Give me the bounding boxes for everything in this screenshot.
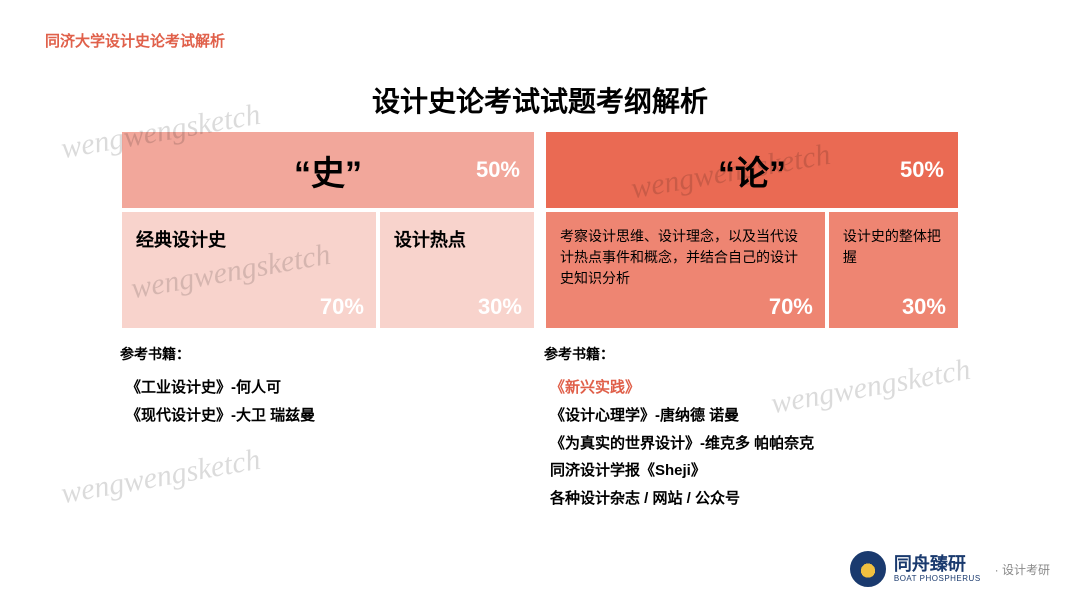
breadcrumb-text: 同济大学设计史论考试解析 — [45, 33, 225, 50]
ref-item: 《新兴实践》 — [550, 374, 960, 402]
ref-item: 同济设计学报《Sheji》 — [550, 457, 960, 485]
ref-item: 《现代设计史》-大卫 瑞兹曼 — [126, 402, 536, 430]
footer-brand-main: 同舟臻研 — [894, 555, 981, 573]
right-header-pct: 50% — [900, 157, 944, 183]
left-ref-title: 参考书籍： — [120, 344, 536, 364]
page-title: 设计史论考试试题考纲解析 — [0, 80, 1080, 120]
left-header: “史” 50% — [120, 130, 536, 210]
breadcrumb: 同济大学设计史论考试解析 — [45, 30, 225, 51]
right-ref-block: 参考书籍： 《新兴实践》《设计心理学》-唐纳德 诺曼《为真实的世界设计》-维克多… — [544, 344, 960, 513]
left-ref-list: 《工业设计史》-何人可《现代设计史》-大卫 瑞兹曼 — [126, 374, 536, 430]
cell-pct: 30% — [902, 294, 946, 320]
left-ref-block: 参考书籍： 《工业设计史》-何人可《现代设计史》-大卫 瑞兹曼 — [120, 344, 536, 430]
right-ref-list: 《新兴实践》《设计心理学》-唐纳德 诺曼《为真实的世界设计》-维克多 帕帕奈克同… — [550, 374, 960, 513]
right-cell: 考察设计思维、设计理念，以及当代设计热点事件和概念，并结合自己的设计史知识分析 7… — [544, 210, 827, 330]
right-column: “论” 50% 考察设计思维、设计理念，以及当代设计热点事件和概念，并结合自己的… — [544, 130, 960, 513]
left-cell: 设计热点 30% — [378, 210, 536, 330]
footer: 同舟臻研 BOAT PHOSPHERUS · 设计考研 — [850, 551, 1050, 587]
left-cell: 经典设计史 70% — [120, 210, 378, 330]
left-header-label: “史” — [294, 146, 362, 195]
cell-desc: 设计史的整体把握 — [843, 226, 944, 268]
ref-item: 《为真实的世界设计》-维克多 帕帕奈克 — [550, 430, 960, 458]
left-header-pct: 50% — [476, 157, 520, 183]
left-column: “史” 50% 经典设计史 70% 设计热点 30% 参考书籍： 《工业设计史》-何人… — [120, 130, 536, 513]
right-ref-title: 参考书籍： — [544, 344, 960, 364]
footer-brand-sub: BOAT PHOSPHERUS — [894, 575, 981, 583]
cell-pct: 30% — [478, 294, 522, 320]
footer-brand: 同舟臻研 BOAT PHOSPHERUS — [894, 555, 981, 583]
cell-pct: 70% — [320, 294, 364, 320]
cell-label: 经典设计史 — [136, 226, 362, 252]
columns-container: “史” 50% 经典设计史 70% 设计热点 30% 参考书籍： 《工业设计史》-何人… — [120, 130, 960, 513]
cell-pct: 70% — [769, 294, 813, 320]
right-header-label: “论” — [718, 146, 786, 195]
footer-logo-icon — [850, 551, 886, 587]
right-header: “论” 50% — [544, 130, 960, 210]
right-cell: 设计史的整体把握 30% — [827, 210, 960, 330]
cell-label: 设计热点 — [394, 226, 520, 252]
cell-desc: 考察设计思维、设计理念，以及当代设计热点事件和概念，并结合自己的设计史知识分析 — [560, 226, 811, 289]
ref-item: 《工业设计史》-何人可 — [126, 374, 536, 402]
left-sub-row: 经典设计史 70% 设计热点 30% — [120, 210, 536, 330]
ref-item: 《设计心理学》-唐纳德 诺曼 — [550, 402, 960, 430]
right-sub-row: 考察设计思维、设计理念，以及当代设计热点事件和概念，并结合自己的设计史知识分析 7… — [544, 210, 960, 330]
ref-item: 各种设计杂志 / 网站 / 公众号 — [550, 485, 960, 513]
footer-tag: · 设计考研 — [995, 561, 1050, 578]
